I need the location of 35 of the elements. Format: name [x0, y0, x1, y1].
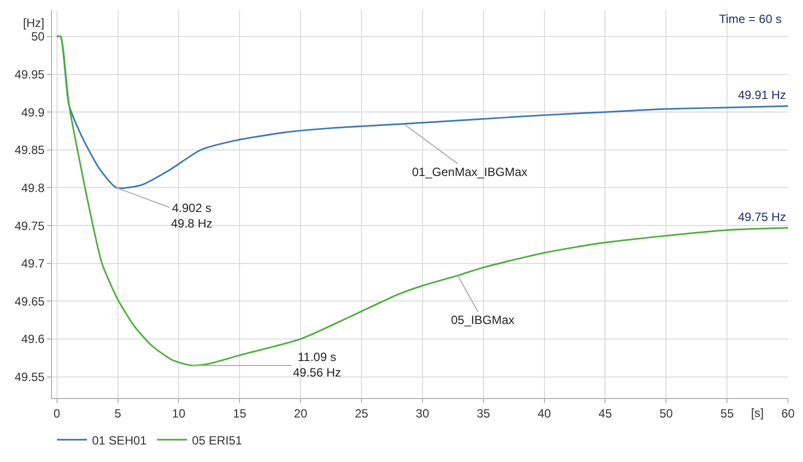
annotation: 01_GenMax_IBGMax [412, 165, 528, 179]
x-tick-label: 45 [598, 406, 612, 420]
y-tick-label: 49.55 [14, 370, 45, 384]
x-tick-label: 40 [538, 406, 552, 420]
annotation: 4.902 s 49.8 Hz [171, 201, 212, 231]
annotation: Time = 60 s [719, 12, 782, 26]
x-tick-label: 25 [354, 406, 369, 420]
x-tick-label: 15 [232, 406, 247, 420]
y-tick-label: 49.7 [21, 256, 45, 271]
legend-label: 05 ERI51 [192, 433, 242, 448]
x-tick-label: 50 [659, 406, 674, 420]
annotation: 49.75 Hz [738, 210, 786, 224]
y-axis-title: [Hz] [23, 16, 44, 30]
x-tick-label: 0 [54, 406, 61, 420]
x-tick-label: 30 [416, 406, 430, 420]
annotation: 49.91 Hz [738, 88, 786, 102]
y-tick-label: 49.6 [21, 332, 45, 346]
x-tick-label: 35 [476, 406, 490, 420]
y-tick-label: 49.75 [14, 218, 45, 233]
y-tick-label: 49.65 [14, 294, 45, 308]
annotation: 05_IBGMax [451, 313, 514, 327]
x-tick-label: 5 [114, 406, 122, 420]
legend-label: 01 SEH01 [92, 433, 148, 448]
y-tick-label: 49.85 [14, 143, 45, 158]
y-tick-label: 50 [31, 30, 45, 44]
x-tick-label: 20 [294, 406, 308, 420]
y-tick-label: 49.8 [21, 180, 45, 195]
x-axis-title: [s] [751, 406, 764, 420]
y-tick-label: 49.9 [21, 105, 45, 120]
x-tick-label: 55 [720, 406, 734, 420]
x-tick-label: 60 [781, 406, 795, 420]
y-tick-label: 49.95 [14, 67, 45, 82]
x-tick-label: 10 [172, 406, 186, 420]
line-series [56, 36, 788, 366]
annotation: 11.09 s 49.56 Hz [293, 350, 342, 380]
